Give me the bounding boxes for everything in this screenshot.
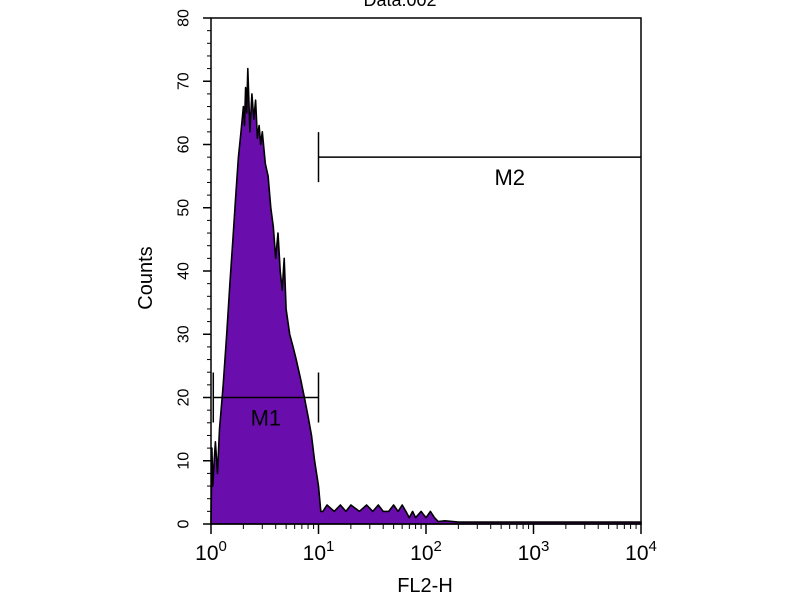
marker-label-m2: M2 [494,165,525,190]
plot-area [210,67,642,525]
x-tick-label: 103 [518,538,550,565]
y-tick-label: 80 [176,9,193,27]
axes: 0 10 20 30 40 50 60 70 80 100 101 102 103 104 [176,9,657,565]
y-tick-label: 20 [176,389,193,407]
y-tick-label: 50 [176,199,193,217]
x-tick-label: 104 [625,538,657,565]
marker-label-m1: M1 [251,406,282,431]
histogram-area [210,67,642,525]
marker-gates: M1 M2 [212,132,641,431]
x-tick-label: 102 [410,538,442,565]
y-tick-label: 0 [176,519,193,528]
y-tick-label: 30 [176,325,193,343]
x-axis-title: FL2-H [397,575,453,597]
x-tick-label: 100 [195,538,227,565]
y-tick-label: 40 [176,262,193,280]
y-axis-title: Counts [135,246,157,309]
x-tick-label: 101 [303,538,335,565]
y-tick-label: 60 [176,136,193,154]
chart-title: Data.002 [363,0,436,10]
y-tick-label: 70 [176,72,193,90]
y-tick-label: 10 [176,452,193,470]
